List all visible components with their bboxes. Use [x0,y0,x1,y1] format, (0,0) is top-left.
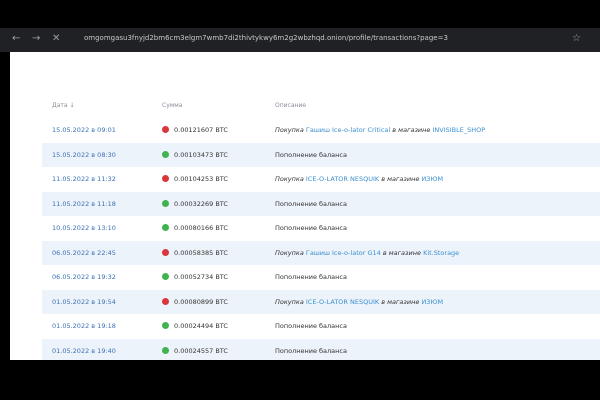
transaction-row: 01.05.2022 в 19:54 0.00080899 BTC Покупка … [42,289,600,314]
amount: 0.00024557 BTC [174,346,228,355]
date: 11.05.2022 в 11:18 [52,199,116,208]
transaction-row: 15.05.2022 в 08:30 0.00103473 BTC Пополнен… [42,142,600,167]
date: 06.05.2022 в 19:32 [52,273,116,281]
item-link[interactable]: ICE-O-LATOR NESQUIK [305,175,380,183]
browser-toolbar: ← → ✕ ☆ omgomgasu3fnyjd2bm6cm3elgm7wmb7d… [0,28,600,52]
description: Покупка ICE-O-LATOR NESQUIK в магазине И… [275,298,443,306]
purchase-label: Покупка [275,248,304,257]
column-header[interactable]: Дата ↓ [52,102,75,109]
credit-icon [162,346,169,354]
credit-icon [162,322,169,329]
description: Пополнение баланса [275,224,347,232]
date: 01.05.2022 в 19:40 [52,346,116,355]
transaction-row: 06.05.2022 в 19:32 0.00052734 BTC Пополнен… [42,265,600,289]
shop-label: в магазине [381,175,420,183]
transaction-row: 01.05.2022 в 19:40 0.00024557 BTC Пополнен… [42,338,600,360]
debit-icon [162,248,169,256]
amount: 0.00024494 BTC [174,322,228,330]
stop-button[interactable]: ✕ [52,33,61,44]
amount: 0.00032269 BTC [174,199,228,208]
purchase-label: Покупка [275,297,304,306]
shop-link[interactable]: ИЗЮМ [421,297,444,306]
back-button[interactable]: ← [12,33,21,44]
debit-icon [162,297,169,305]
shop-link[interactable]: INVISIBLE_SHOP [432,126,486,134]
purchase-label: Покупка [275,126,304,134]
date: 15.05.2022 в 08:30 [52,150,116,159]
amount: 0.00103473 BTC [174,150,228,159]
bookmark-button[interactable]: ☆ [572,33,581,44]
amount: 0.00080166 BTC [174,224,228,232]
column-header[interactable]: Сумма [162,102,183,109]
url[interactable]: omgomgasu3fnyjd2bm6cm3elgm7wmb7di2thivty… [84,34,448,42]
amount: 0.00104253 BTC [174,175,228,183]
date: 11.05.2022 в 11:32 [52,175,116,183]
item-link[interactable]: Гашиш Ice-o-lator G14 [305,248,381,257]
description: Покупка ICE-O-LATOR NESQUIK в магазине И… [275,175,443,183]
shop-label: в магазине [381,297,420,306]
date: 15.05.2022 в 09:01 [52,126,116,134]
column-header[interactable]: Описание [275,102,307,109]
description: Пополнение баланса [275,346,347,355]
purchase-label: Покупка [275,175,304,183]
amount: 0.00058385 BTC [174,248,228,257]
item-link[interactable]: ICE-O-LATOR NESQUIK [305,297,380,306]
transaction-row: 11.05.2022 в 11:32 0.00104253 BTC Покупка … [42,167,600,191]
description: Пополнение баланса [275,273,347,281]
credit-icon [162,224,169,231]
description: Покупка Гашиш Ice-o-lator Critical в маг… [275,126,485,134]
shop-link[interactable]: ИЗЮМ [421,175,444,183]
description: Пополнение баланса [275,150,347,159]
credit-icon [162,150,169,158]
amount: 0.00080899 BTC [174,297,228,306]
description: Пополнение баланса [275,199,347,208]
transaction-row: 10.05.2022 в 13:10 0.00080166 BTC Пополнен… [42,216,600,240]
forward-button[interactable]: → [32,33,41,44]
transaction-row: 15.05.2022 в 09:01 0.00121607 BTC Покупка … [42,118,600,142]
credit-icon [162,199,169,207]
amount: 0.00121607 BTC [174,126,228,134]
date: 10.05.2022 в 13:10 [52,224,116,232]
amount: 0.00052734 BTC [174,273,228,281]
debit-icon [162,175,169,182]
credit-icon [162,273,169,280]
item-link[interactable]: Гашиш Ice-o-lator Critical [305,126,391,134]
description: Покупка Гашиш Ice-o-lator G14 в магазине… [275,249,459,257]
shop-link[interactable]: Kit.Storage [423,248,460,257]
date: 06.05.2022 в 22:45 [52,248,116,257]
shop-label: в магазине [392,126,431,134]
date: 01.05.2022 в 19:54 [52,297,116,306]
page: Дата ↓ Сумма Описание 15.05.2022 в 09:01 0.0… [10,52,600,360]
transaction-row: 01.05.2022 в 19:18 0.00024494 BTC Пополнен… [42,314,600,338]
date: 01.05.2022 в 19:18 [52,322,116,330]
transaction-row: 11.05.2022 в 11:18 0.00032269 BTC Пополнен… [42,191,600,216]
description: Пополнение баланса [275,322,347,330]
shop-label: в магазине [382,248,421,257]
debit-icon [162,126,169,133]
transaction-row: 06.05.2022 в 22:45 0.00058385 BTC Покупка … [42,240,600,265]
